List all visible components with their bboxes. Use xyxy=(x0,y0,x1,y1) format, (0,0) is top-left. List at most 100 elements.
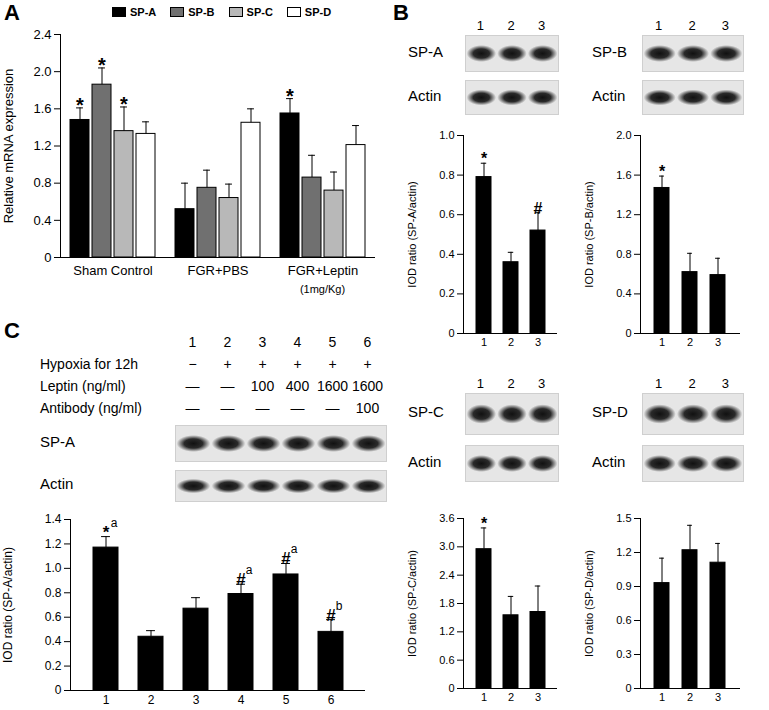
html-text:Actin: Actin xyxy=(40,475,74,492)
html-text:SP-B: SP-B xyxy=(592,42,627,60)
svg-text:0.4: 0.4 xyxy=(616,287,631,299)
svg-text:IOD ratio (SP-D/actin): IOD ratio (SP-D/actin) xyxy=(583,550,595,657)
svg-text:0: 0 xyxy=(55,683,62,697)
html-text:SP-A: SP-A xyxy=(40,432,75,450)
svg-text:0.4: 0.4 xyxy=(33,212,51,227)
svg-text:0: 0 xyxy=(625,327,631,339)
html-text:1600 1600: 1600 1600 xyxy=(316,378,384,394)
svg-text:2.4: 2.4 xyxy=(439,569,454,581)
svg-text:*: * xyxy=(120,93,128,115)
svg-text:#: # xyxy=(534,200,543,217)
svg-text:*: * xyxy=(481,515,488,532)
html-text:SP-C: SP-C xyxy=(408,403,444,420)
html-text:Leptin (ng/ml): Leptin (ng/ml) xyxy=(40,378,126,394)
svg-text:a: a xyxy=(111,516,118,530)
svg-text:IOD ratio (SP-B/actin): IOD ratio (SP-B/actin) xyxy=(583,181,595,287)
svg-text:1: 1 xyxy=(103,693,110,707)
svg-text:1: 1 xyxy=(481,336,487,348)
svg-text:0.6: 0.6 xyxy=(439,208,454,220)
svg-text:2: 2 xyxy=(687,691,693,703)
svg-text:IOD ratio (SP-A/actin): IOD ratio (SP-A/actin) xyxy=(406,181,418,287)
svg-text:*: * xyxy=(76,94,84,116)
svg-text:2.0: 2.0 xyxy=(616,129,631,141)
svg-text:1: 1 xyxy=(659,336,665,348)
svg-text:1.2: 1.2 xyxy=(616,208,631,220)
svg-text:3.6: 3.6 xyxy=(439,512,454,524)
svg-text:*: * xyxy=(98,54,106,76)
svg-text:b: b xyxy=(336,599,343,613)
html-text:Actin: Actin xyxy=(408,452,442,470)
html-text:400: 400 xyxy=(285,378,310,394)
svg-text:0.2: 0.2 xyxy=(439,287,454,299)
svg-text:3: 3 xyxy=(715,691,721,703)
svg-text:IOD ratio (SP-C/actin): IOD ratio (SP-C/actin) xyxy=(406,550,418,657)
svg-text:2: 2 xyxy=(508,336,514,348)
html-text:B: B xyxy=(393,0,409,25)
svg-text:1.6: 1.6 xyxy=(33,101,51,116)
svg-text:0: 0 xyxy=(448,682,454,694)
svg-text:FGR+Leptin: FGR+Leptin xyxy=(288,263,358,278)
svg-text:0: 0 xyxy=(44,250,51,265)
svg-text:0.9: 0.9 xyxy=(616,580,631,592)
svg-text:1.0: 1.0 xyxy=(45,561,62,575)
svg-text:0.6: 0.6 xyxy=(616,614,631,626)
svg-text:1: 1 xyxy=(481,691,487,703)
svg-text:5: 5 xyxy=(283,693,290,707)
svg-text:1.2: 1.2 xyxy=(33,138,51,153)
svg-text:0.3: 0.3 xyxy=(616,648,631,660)
svg-text:*: * xyxy=(103,523,110,542)
svg-text:3.0: 3.0 xyxy=(439,540,454,552)
svg-text:2: 2 xyxy=(148,693,155,707)
svg-text:FGR+PBS: FGR+PBS xyxy=(187,263,248,278)
svg-text:3: 3 xyxy=(193,693,200,707)
svg-text:a: a xyxy=(246,563,253,577)
svg-text:3: 3 xyxy=(535,336,541,348)
svg-text:0.6: 0.6 xyxy=(45,610,62,624)
svg-text:3: 3 xyxy=(715,336,721,348)
svg-text:1.2: 1.2 xyxy=(45,537,62,551)
svg-text:2: 2 xyxy=(508,691,514,703)
svg-text:0.8: 0.8 xyxy=(616,248,631,260)
svg-text:0.8: 0.8 xyxy=(439,169,454,181)
svg-text:1.6: 1.6 xyxy=(616,169,631,181)
svg-text:0.8: 0.8 xyxy=(45,586,62,600)
svg-text:1.4: 1.4 xyxy=(45,512,62,526)
svg-text:1.0: 1.0 xyxy=(439,129,454,141)
html-text:Actin: Actin xyxy=(592,452,626,470)
svg-text:1.5: 1.5 xyxy=(616,512,631,524)
svg-text:Relative mRNA expression: Relative mRNA expression xyxy=(1,69,16,224)
svg-text:1: 1 xyxy=(659,691,665,703)
svg-text:1.2: 1.2 xyxy=(439,625,454,637)
html-text:Hypoxia for 12h: Hypoxia for 12h xyxy=(40,356,139,372)
svg-text:4: 4 xyxy=(238,693,245,707)
html-text:A: A xyxy=(4,0,20,25)
svg-text:2.0: 2.0 xyxy=(33,64,51,79)
svg-text:0.2: 0.2 xyxy=(45,659,62,673)
svg-text:IOD ratio (SP-A/actin): IOD ratio (SP-A/actin) xyxy=(1,547,15,663)
svg-text:1.2: 1.2 xyxy=(616,546,631,558)
svg-text:0.6: 0.6 xyxy=(439,654,454,666)
html-text:Actin: Actin xyxy=(592,86,626,104)
svg-text:a: a xyxy=(291,542,298,556)
svg-text:*: * xyxy=(481,150,488,167)
svg-text:*: * xyxy=(286,85,294,107)
html-text:SP-D: SP-D xyxy=(592,403,628,420)
html-text:Actin: Actin xyxy=(408,86,442,104)
svg-text:1.8: 1.8 xyxy=(439,597,454,609)
html-text:Antibody (ng/ml): Antibody (ng/ml) xyxy=(40,400,142,416)
html-text:SP-A: SP-A xyxy=(408,42,443,60)
svg-text:0: 0 xyxy=(448,327,454,339)
svg-text:0.8: 0.8 xyxy=(33,175,51,190)
svg-text:0.4: 0.4 xyxy=(45,634,62,648)
svg-text:0: 0 xyxy=(625,682,631,694)
svg-text:*: * xyxy=(659,163,666,180)
html-text:100: 100 xyxy=(250,378,275,394)
svg-text:2.4: 2.4 xyxy=(33,27,51,42)
svg-text:6: 6 xyxy=(328,693,335,707)
html-text:C: C xyxy=(4,318,20,343)
html-text:100: 100 xyxy=(355,400,380,416)
svg-text:2: 2 xyxy=(687,336,693,348)
svg-text:Sham Control: Sham Control xyxy=(73,263,153,278)
svg-text:0.4: 0.4 xyxy=(439,248,454,260)
svg-text:3: 3 xyxy=(535,691,541,703)
